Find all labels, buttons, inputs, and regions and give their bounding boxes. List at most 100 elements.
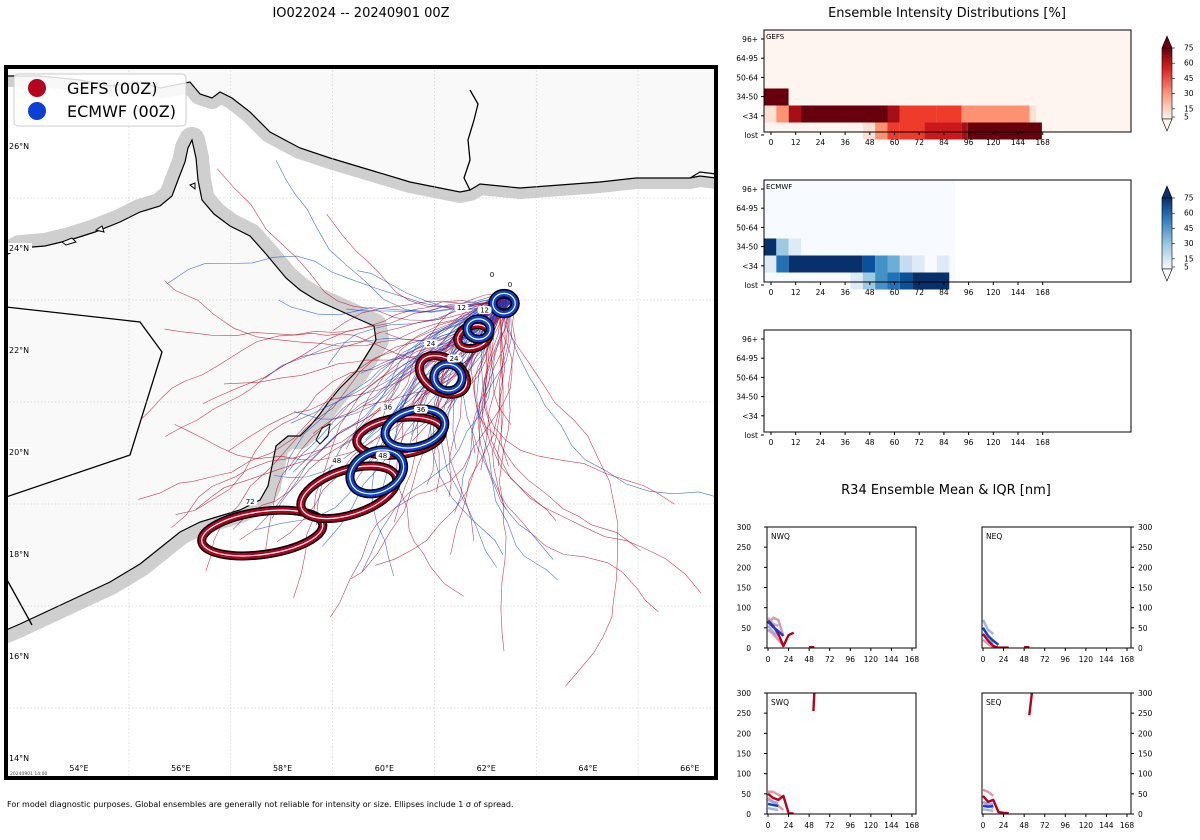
- r34-ecmwf-iqr: [767, 798, 779, 804]
- ensemble-member-track: [164, 298, 508, 362]
- lat-label: 26°N: [9, 142, 29, 151]
- ensemble-member-track: [480, 299, 513, 471]
- tau-label-bg: [477, 306, 492, 315]
- heatmap-x-label: 168: [1036, 438, 1051, 447]
- r34-x-label: 96: [1061, 821, 1071, 830]
- tau-label: 48: [332, 457, 341, 465]
- colorbar-gefs: 515 30 45 60 75: [1161, 35, 1194, 132]
- heatmap-cell: [788, 105, 802, 123]
- tau-label: 24: [450, 355, 459, 363]
- heatmap-x-label: 120: [986, 288, 1001, 297]
- lon-label: 60°E: [375, 764, 394, 773]
- heatmap-cell: [776, 255, 789, 273]
- heatmap-x-label: 84: [939, 438, 949, 447]
- heatmap-cell: [764, 255, 777, 273]
- tau-label-bg: [485, 270, 500, 279]
- r34-ecmwf-mean: [982, 627, 1000, 646]
- r34-x-label: 120: [864, 655, 879, 664]
- heatmap-cell: [776, 105, 789, 123]
- legend-ecmwf-marker: [28, 102, 46, 120]
- ensemble-member-track: [498, 300, 510, 467]
- r34-ecmwf-iqr: [982, 807, 994, 813]
- heatmap-x-label: 48: [865, 288, 875, 297]
- legend-gefs-marker: [28, 79, 46, 97]
- r34-quadrant-label: SWQ: [771, 698, 789, 707]
- r34-gefs-iqr: [768, 790, 785, 799]
- r34-x-label: 24: [784, 655, 794, 664]
- heatmap-row-label: <34: [742, 112, 758, 121]
- r34-frame: [766, 692, 917, 815]
- heatmap-row-label: 96+: [742, 185, 758, 194]
- heatmap-cell: [875, 255, 888, 273]
- heatmap-cell: [912, 255, 925, 273]
- heatmap-cell: [788, 255, 863, 273]
- ecmwf-ellipse-inner: [492, 292, 516, 315]
- heatmap-x-label: 0: [769, 288, 774, 297]
- tau-label-bg: [454, 303, 469, 312]
- heatmap-cell: [936, 255, 950, 273]
- ensemble-member-track: [360, 300, 501, 374]
- heatmap-cell: [764, 238, 777, 256]
- colorbar-tick-label: 60: [1184, 209, 1194, 218]
- heatmap-x-label: 168: [1036, 288, 1051, 297]
- heatmap-frame: [763, 29, 1132, 133]
- latitude-labels: 26°N 24°N 22°N 20°N 18°N 16°N 14°N: [8, 141, 32, 763]
- tau-label: 36: [383, 404, 392, 412]
- r34-y-label: 100: [737, 770, 752, 779]
- colorbar-tick-label: 45: [1184, 74, 1194, 83]
- tau-label: 48: [378, 452, 387, 460]
- r34-quadrant-label: NWQ: [771, 532, 790, 541]
- border-oman-saudi: [6, 306, 163, 498]
- heatmap-x-label: 36: [840, 288, 850, 297]
- r34-panel-neq: NEQ 0 50 100 150 200 250 300 0 24 48 72 96 120 144 168: [981, 523, 1153, 664]
- mean-track-ellipses: 0 12 24 36 48 72 0 12 24 36 48: [197, 270, 520, 561]
- r34-x-label: 144: [884, 821, 899, 830]
- r34-y-label: 0: [1138, 644, 1143, 653]
- r34-x-label: 24: [999, 655, 1009, 664]
- ensemble-member-track: [284, 300, 506, 476]
- legend-gefs-label: GEFS (00Z): [67, 79, 157, 98]
- map-title: IO022024 -- 20240901 00Z: [272, 6, 449, 21]
- ensemble-member-track: [138, 298, 511, 500]
- heatmap-x-label: 12: [791, 138, 801, 147]
- r34-y-label: 250: [1138, 709, 1153, 718]
- tau-label-bg: [329, 456, 344, 465]
- heatmap-x-label: 120: [986, 438, 1001, 447]
- tau-label: 72: [246, 498, 255, 506]
- heatmap-x-label: 24: [816, 438, 826, 447]
- heatmap-cell: [850, 272, 863, 290]
- heatmap-x-label: 72: [914, 438, 924, 447]
- r34-y-label: 200: [1138, 563, 1153, 572]
- heatmap-cell: [961, 122, 968, 140]
- heatmap-row-label: 96+: [742, 335, 758, 344]
- tau-label-bg: [447, 354, 462, 363]
- r34-y-label: 100: [737, 604, 752, 613]
- tau-label: 12: [457, 304, 466, 312]
- heatmap-row-label: lost: [744, 131, 758, 140]
- ensemble-member-track: [165, 299, 513, 437]
- ensemble-member-track: [379, 300, 500, 429]
- r34-x-label: 0: [981, 655, 986, 664]
- r34-plot-area: [982, 693, 1034, 814]
- heatmap-row-label: 64-95: [736, 354, 758, 363]
- tau-label: 12: [480, 307, 489, 315]
- ensemble-member-track: [505, 293, 716, 498]
- ensemble-member-track: [217, 168, 500, 321]
- lat-label-bg: [8, 549, 32, 559]
- ensemble-member-track: [361, 296, 510, 573]
- gefs-ellipse-inner: [201, 509, 324, 557]
- r34-y-label: 50: [741, 790, 751, 799]
- r34-y-label: 0: [1138, 810, 1143, 819]
- tau-label-bg: [423, 339, 438, 348]
- r34-x-label: 72: [825, 821, 835, 830]
- r34-gefs-mean: [982, 795, 1009, 814]
- lat-label: 18°N: [9, 550, 29, 559]
- ensemble-member-track: [481, 296, 702, 594]
- r34-x-label: 0: [766, 821, 771, 830]
- heatmap-x-label: 0: [769, 438, 774, 447]
- tau-label-bg: [243, 497, 258, 506]
- heatmap-cell: [887, 255, 900, 273]
- heatmap-cell: [887, 272, 900, 290]
- colorbar-tick-label: 15: [1184, 254, 1194, 263]
- r34-y-label: 300: [1138, 689, 1153, 698]
